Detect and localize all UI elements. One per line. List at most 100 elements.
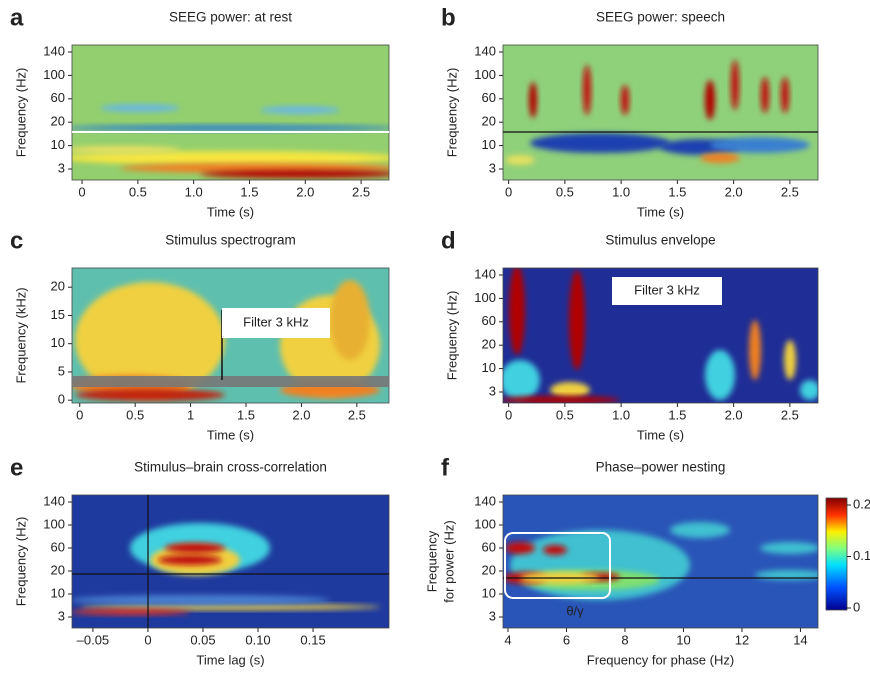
- x-tick-label: 0.5: [556, 407, 574, 422]
- panel-letter: d: [441, 227, 456, 254]
- y-axis-label: for power (Hz): [441, 520, 456, 602]
- y-tick-label: 60: [51, 90, 65, 105]
- heatmap-texture: [705, 350, 735, 400]
- heatmap-texture: [72, 146, 180, 154]
- y-axis-label: Frequency (kHz): [13, 287, 28, 383]
- annotation-box: [222, 308, 330, 338]
- y-tick-label: 140: [43, 493, 65, 508]
- heatmap-texture: [749, 320, 761, 380]
- chart-title: Stimulus envelope: [605, 233, 715, 248]
- heatmap-texture: [543, 545, 567, 555]
- x-tick-label: 14: [793, 632, 807, 647]
- y-tick-label: 100: [474, 290, 496, 305]
- x-tick-label: 0.5: [129, 184, 147, 199]
- annotation: θ/γ: [566, 603, 584, 618]
- heatmap-texture: [75, 389, 225, 401]
- x-tick-label: 1.0: [612, 184, 630, 199]
- x-axis-label: Time (s): [637, 204, 684, 219]
- x-axis-label: Time lag (s): [196, 652, 264, 667]
- plot-frame: [71, 267, 390, 404]
- x-tick-label: 0.10: [245, 632, 270, 647]
- heatmap-texture: [260, 106, 340, 114]
- y-tick-label: 60: [482, 313, 496, 328]
- x-axis-label: Time (s): [637, 427, 684, 442]
- y-tick-label: 20: [482, 562, 496, 577]
- y-tick-label: 100: [474, 67, 496, 82]
- x-tick-label: 0: [144, 632, 151, 647]
- y-tick-label: 20: [51, 279, 65, 294]
- y-tick-label: 140: [474, 43, 496, 58]
- heatmap-texture: [165, 543, 225, 553]
- highlight-box: [504, 532, 611, 599]
- colorbar-tick-label: 0: [853, 599, 860, 614]
- y-tick-label: 10: [482, 360, 496, 375]
- y-tick-label: 100: [43, 516, 65, 531]
- heatmap-texture: [505, 542, 535, 554]
- y-tick-label: 20: [51, 562, 65, 577]
- y-axis-label: Frequency (Hz): [13, 517, 28, 607]
- x-axis-label: Frequency for phase (Hz): [587, 652, 734, 667]
- panel-letter: a: [10, 4, 24, 31]
- heatmap-texture: [530, 133, 670, 153]
- x-axis-label: Time (s): [207, 204, 254, 219]
- y-axis-label: Frequency: [424, 530, 439, 592]
- x-tick-label: 2.0: [296, 184, 314, 199]
- y-tick-label: 60: [482, 90, 496, 105]
- x-tick-label: 0.05: [190, 632, 215, 647]
- heatmap: [503, 45, 818, 180]
- heatmap-texture: [503, 360, 540, 400]
- chart-title: SEEG power: speech: [596, 10, 725, 25]
- heatmap-texture: [72, 595, 330, 605]
- colorbar: [825, 497, 848, 611]
- heatmap-texture: [621, 85, 629, 115]
- x-tick-label: 2.0: [725, 407, 743, 422]
- y-tick-label: 10: [51, 585, 65, 600]
- x-tick-label: 12: [735, 632, 749, 647]
- x-tick-label: 0.15: [300, 632, 325, 647]
- heatmap-texture: [100, 104, 180, 112]
- x-tick-label: 8: [621, 632, 628, 647]
- heatmap-texture: [72, 125, 389, 131]
- annotation: Filter 3 kHz: [243, 314, 309, 329]
- heatmap-background: [503, 45, 818, 180]
- heatmap-texture: [72, 151, 389, 165]
- panel-letter: f: [441, 454, 450, 481]
- annotation: Filter 3 kHz: [634, 282, 700, 297]
- x-tick-label: 1.5: [668, 407, 686, 422]
- heatmap-texture: [781, 77, 789, 113]
- y-tick-label: 140: [474, 266, 496, 281]
- y-tick-label: 60: [51, 539, 65, 554]
- y-tick-label: 60: [482, 539, 496, 554]
- x-tick-label: 0: [505, 184, 512, 199]
- heatmap-texture: [583, 65, 591, 115]
- heatmap-texture: [569, 270, 585, 370]
- plot-frame: [71, 44, 390, 181]
- y-tick-label: 3: [58, 160, 65, 175]
- x-tick-label: 2.0: [292, 407, 310, 422]
- heatmap-texture: [800, 380, 818, 400]
- x-tick-label: 0: [78, 184, 85, 199]
- heatmap-texture: [784, 340, 796, 380]
- x-tick-label: 2.5: [348, 407, 366, 422]
- x-tick-label: 6: [563, 632, 570, 647]
- x-tick-label: 0.5: [126, 407, 144, 422]
- panel-letter: b: [441, 4, 456, 31]
- chart-title: SEEG power: at rest: [169, 10, 292, 25]
- heatmap-texture: [550, 382, 590, 398]
- heatmap-texture: [509, 268, 525, 355]
- y-tick-label: 20: [482, 114, 496, 129]
- y-tick-label: 5: [58, 363, 65, 378]
- y-tick-label: 3: [489, 160, 496, 175]
- heatmap: [72, 45, 389, 180]
- x-tick-label: 1: [187, 407, 194, 422]
- plot-frame: [502, 44, 819, 181]
- y-axis-label: Frequency (Hz): [13, 68, 28, 158]
- colorbar-tick-label: 0.2: [853, 496, 870, 511]
- y-tick-label: 140: [474, 493, 496, 508]
- x-tick-label: 0: [505, 407, 512, 422]
- y-tick-label: 100: [474, 516, 496, 531]
- heatmap-texture: [705, 80, 715, 120]
- heatmap-texture: [731, 60, 739, 110]
- heatmap-texture: [158, 555, 222, 565]
- heatmap-texture: [330, 280, 370, 360]
